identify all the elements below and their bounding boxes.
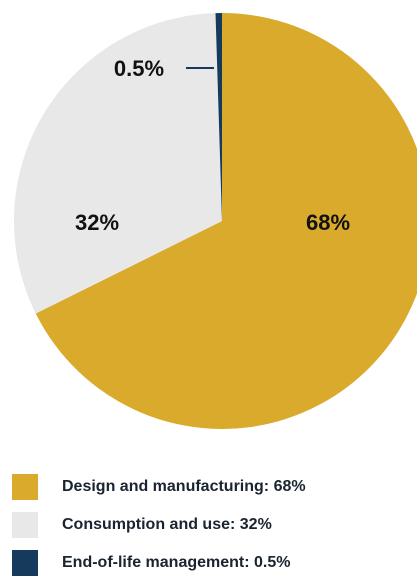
legend-swatch-design-manufacturing [12, 474, 38, 500]
legend-item-design-manufacturing: Design and manufacturing: 68% [12, 474, 306, 500]
pie-chart: 68% 32% 0.5% [13, 12, 417, 429]
slice-label-end-of-life: 0.5% [114, 56, 164, 81]
chart-legend: Design and manufacturing: 68% Consumptio… [12, 474, 306, 588]
legend-item-end-of-life: End-of-life management: 0.5% [12, 550, 306, 576]
legend-swatch-consumption-use [12, 512, 38, 538]
legend-label-consumption-use: Consumption and use: 32% [62, 516, 272, 533]
pie-slice-consumption-use [13, 13, 223, 314]
legend-swatch-end-of-life [12, 550, 38, 576]
legend-label-end-of-life: End-of-life management: 0.5% [62, 554, 291, 571]
legend-label-design-manufacturing: Design and manufacturing: 68% [62, 478, 306, 495]
slice-label-design-manufacturing: 68% [306, 210, 350, 235]
pie-slice-design-manufacturing [35, 13, 417, 429]
pie-slices [13, 12, 417, 429]
legend-item-consumption-use: Consumption and use: 32% [12, 512, 306, 538]
pie-slice-end-of-life [215, 12, 222, 221]
slice-label-consumption-use: 32% [75, 210, 119, 235]
